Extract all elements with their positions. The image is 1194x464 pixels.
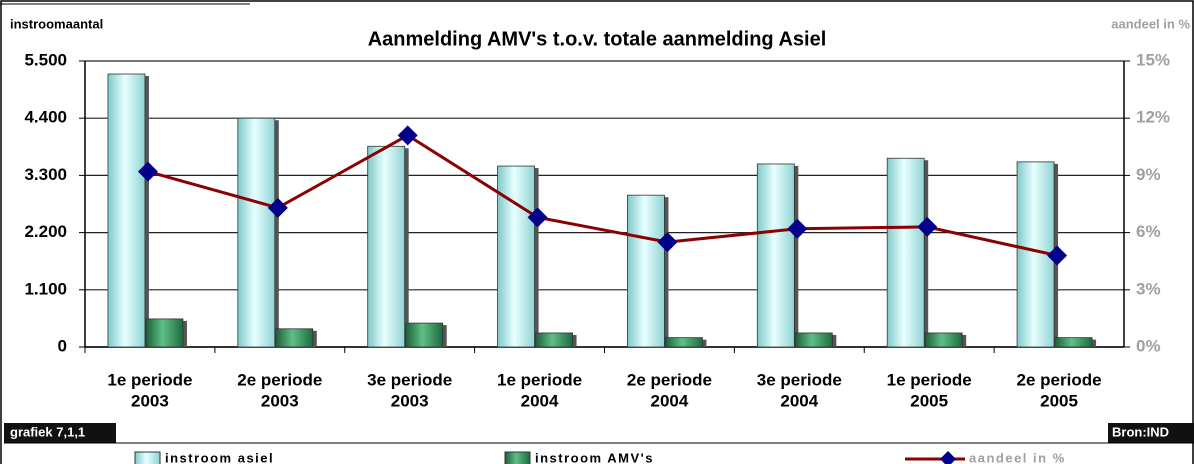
- marker: [267, 197, 288, 218]
- y-tick-label: 0: [58, 336, 67, 355]
- x-tick-label: 1e periode: [887, 370, 972, 389]
- marker: [1047, 245, 1068, 266]
- bar: [794, 332, 833, 348]
- x-tick-label: 1e periode: [107, 370, 192, 389]
- legend-label: instroom AMV's: [535, 450, 654, 464]
- bar: [1054, 337, 1093, 348]
- y2-tick-label: 12%: [1136, 108, 1170, 127]
- marker: [657, 232, 678, 253]
- x-tick-label: 2003: [131, 391, 169, 410]
- x-tick-label: 3e periode: [367, 370, 452, 389]
- y-tick-label: 1.100: [24, 279, 67, 298]
- y2-axis-label: aandeel in %: [1111, 16, 1190, 31]
- bar: [665, 337, 703, 348]
- bar: [107, 73, 146, 348]
- x-tick-label: 2004: [651, 391, 689, 410]
- y2-tick-label: 0%: [1136, 336, 1161, 355]
- bar: [497, 165, 535, 348]
- y2-tick-label: 15%: [1136, 50, 1170, 69]
- y-axis-label: instroomaantal: [10, 16, 103, 31]
- bar: [535, 332, 573, 348]
- x-tick-label: 2005: [910, 391, 948, 410]
- bar: [275, 328, 314, 348]
- x-tick-label: 2005: [1040, 391, 1078, 410]
- legend-swatch: [134, 451, 161, 464]
- x-tick-label: 2004: [521, 391, 559, 410]
- line: [147, 133, 1058, 257]
- x-tick-label: 2003: [391, 391, 429, 410]
- annotation-bg: [4, 423, 116, 443]
- y2-tick-label: 9%: [1136, 165, 1161, 184]
- x-tick-label: 1e periode: [497, 370, 582, 389]
- marker: [787, 218, 808, 239]
- legend-marker: [940, 451, 956, 464]
- y2-tick-label: 3%: [1136, 279, 1161, 298]
- marker: [527, 207, 548, 228]
- x-tick-label: 2004: [780, 391, 818, 410]
- bar: [924, 332, 963, 348]
- y-tick-label: 4.400: [24, 108, 67, 127]
- x-tick-label: 2e periode: [237, 370, 322, 389]
- chart-title: Aanmelding AMV's t.o.v. totale aanmeldin…: [368, 28, 827, 50]
- bar: [237, 117, 276, 348]
- marker: [137, 161, 158, 182]
- bar: [405, 322, 444, 348]
- y-tick-label: 5.500: [24, 50, 67, 69]
- marker: [917, 216, 938, 237]
- annotation: Bron:IND: [1112, 424, 1169, 439]
- marker: [397, 125, 418, 146]
- x-tick-label: 2e periode: [1017, 370, 1102, 389]
- legend-label: instroom asiel: [165, 450, 274, 464]
- bar: [627, 194, 665, 348]
- bar: [756, 163, 795, 348]
- bar: [367, 145, 406, 348]
- x-tick-label: 2003: [261, 391, 299, 410]
- bar: [145, 318, 184, 348]
- y2-tick-label: 6%: [1136, 222, 1161, 241]
- legend-label: aandeel in %: [969, 450, 1066, 464]
- y-tick-label: 3.300: [24, 165, 67, 184]
- x-tick-label: 3e periode: [757, 370, 842, 389]
- legend-swatch: [504, 451, 531, 464]
- bar: [886, 157, 925, 348]
- annotation: grafiek 7,1,1: [10, 424, 85, 439]
- x-tick-label: 2e periode: [627, 370, 712, 389]
- y-tick-label: 2.200: [24, 222, 67, 241]
- annotation-bg: [1108, 423, 1194, 443]
